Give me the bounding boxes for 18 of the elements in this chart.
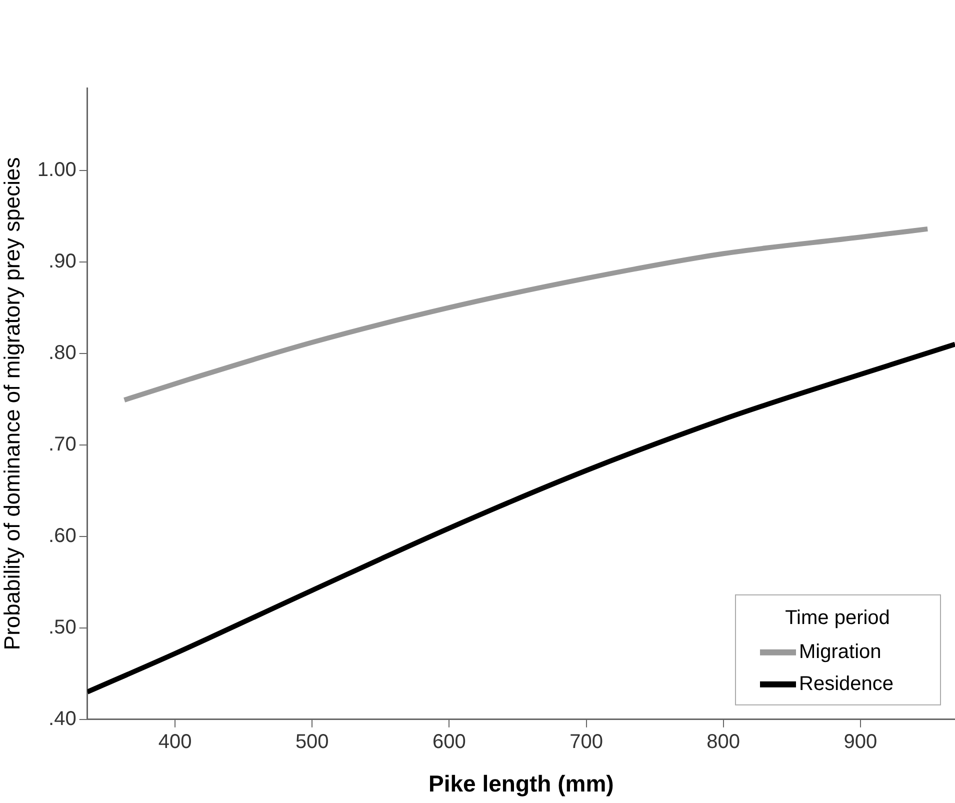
y-tick-label: .50 xyxy=(48,616,76,638)
y-axis-title: Probability of dominance of migratory prey species xyxy=(0,157,24,650)
y-tick-label: .60 xyxy=(48,524,76,547)
legend-label: Migration xyxy=(799,640,882,663)
y-tick-label: .80 xyxy=(48,342,76,364)
x-tick-label: 700 xyxy=(570,730,603,753)
x-tick-label: 800 xyxy=(706,730,740,753)
x-axis-title: Pike length (mm) xyxy=(428,770,614,797)
x-tick-label: 400 xyxy=(158,730,192,753)
y-tick-label: 1.00 xyxy=(37,158,76,181)
y-tick-label: .40 xyxy=(48,708,76,730)
x-tick-label: 900 xyxy=(844,730,878,753)
y-tick-label: .70 xyxy=(48,433,76,456)
legend-title: Time period xyxy=(785,606,890,629)
x-tick-label: 500 xyxy=(295,730,329,753)
x-tick-label: 600 xyxy=(432,730,466,753)
legend-label: Residence xyxy=(799,672,894,695)
y-tick-label: .90 xyxy=(48,250,76,272)
